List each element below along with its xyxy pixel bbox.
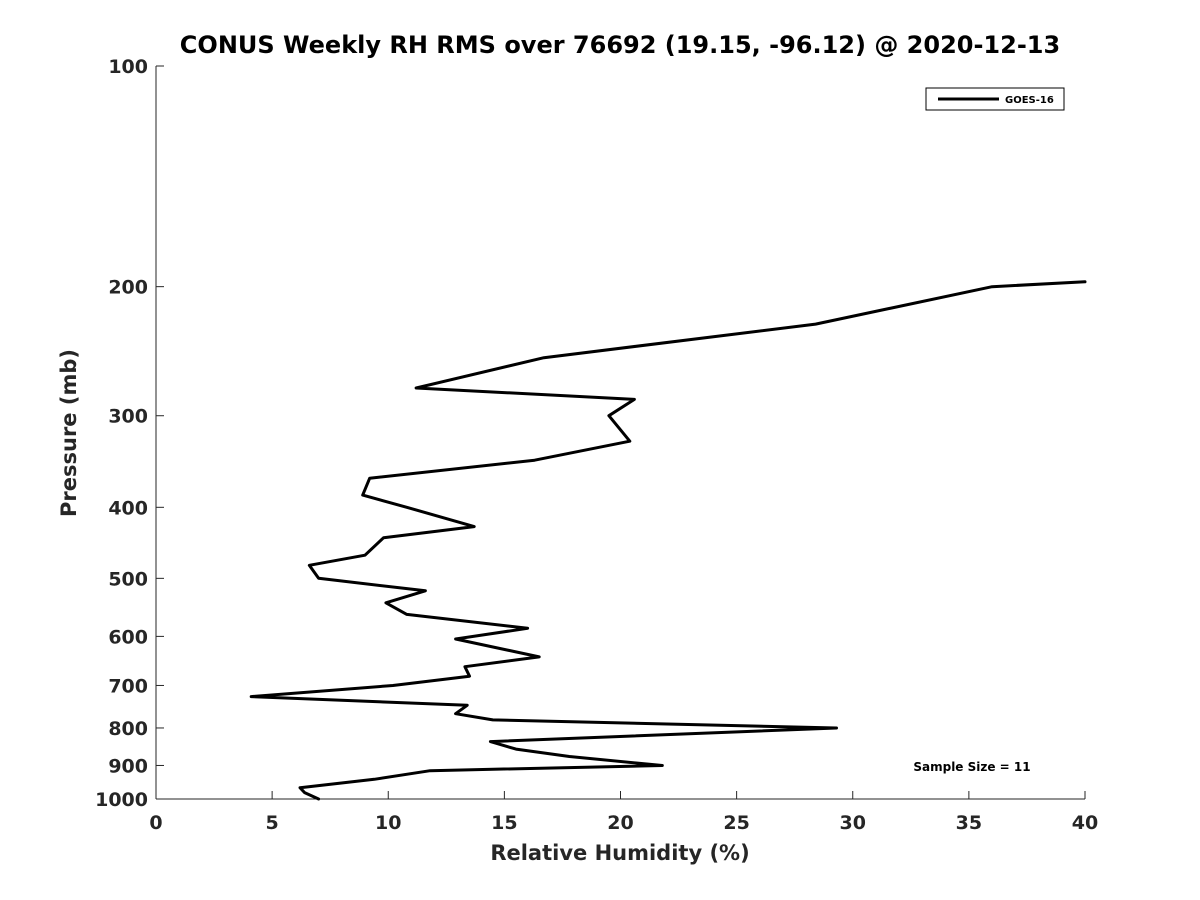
- y-tick-label: 700: [108, 675, 148, 697]
- legend: GOES-16: [925, 87, 1065, 111]
- y-axis-label: Pressure (mb): [57, 349, 81, 517]
- series-line-goes-16: [249, 280, 1087, 801]
- x-tick-label: 40: [1072, 812, 1098, 834]
- plot-area: [156, 66, 1085, 799]
- x-tick-label: 0: [149, 812, 162, 834]
- x-axis-label: Relative Humidity (%): [490, 841, 749, 865]
- plot-background: [156, 66, 1085, 799]
- x-axis: 0 5 10 15 20 25 30 35 40: [149, 791, 1098, 834]
- x-tick-label: 10: [375, 812, 401, 834]
- y-tick-label: 400: [108, 497, 148, 519]
- y-tick-label: 900: [108, 755, 148, 777]
- x-tick-label: 30: [840, 812, 866, 834]
- y-tick-label: 1000: [95, 789, 148, 811]
- y-axis: 100 200 300 400 500 600 700 800 900 1000: [95, 56, 164, 811]
- y-tick-label: 800: [108, 718, 148, 740]
- x-tick-label: 15: [491, 812, 517, 834]
- x-tick-label: 35: [956, 812, 982, 834]
- legend-label-goes-16: GOES-16: [1005, 95, 1054, 106]
- x-tick-label: 5: [266, 812, 279, 834]
- x-tick-label: 25: [723, 812, 749, 834]
- series-layer: [249, 280, 1087, 801]
- y-tick-label: 100: [108, 56, 148, 78]
- y-tick-label: 300: [108, 406, 148, 428]
- sample-size-annotation: Sample Size = 11: [913, 760, 1030, 774]
- y-tick-label: 200: [108, 277, 148, 299]
- chart-title: CONUS Weekly RH RMS over 76692 (19.15, -…: [180, 31, 1060, 59]
- y-tick-label: 500: [108, 568, 148, 590]
- x-tick-label: 20: [607, 812, 633, 834]
- y-tick-label: 600: [108, 626, 148, 648]
